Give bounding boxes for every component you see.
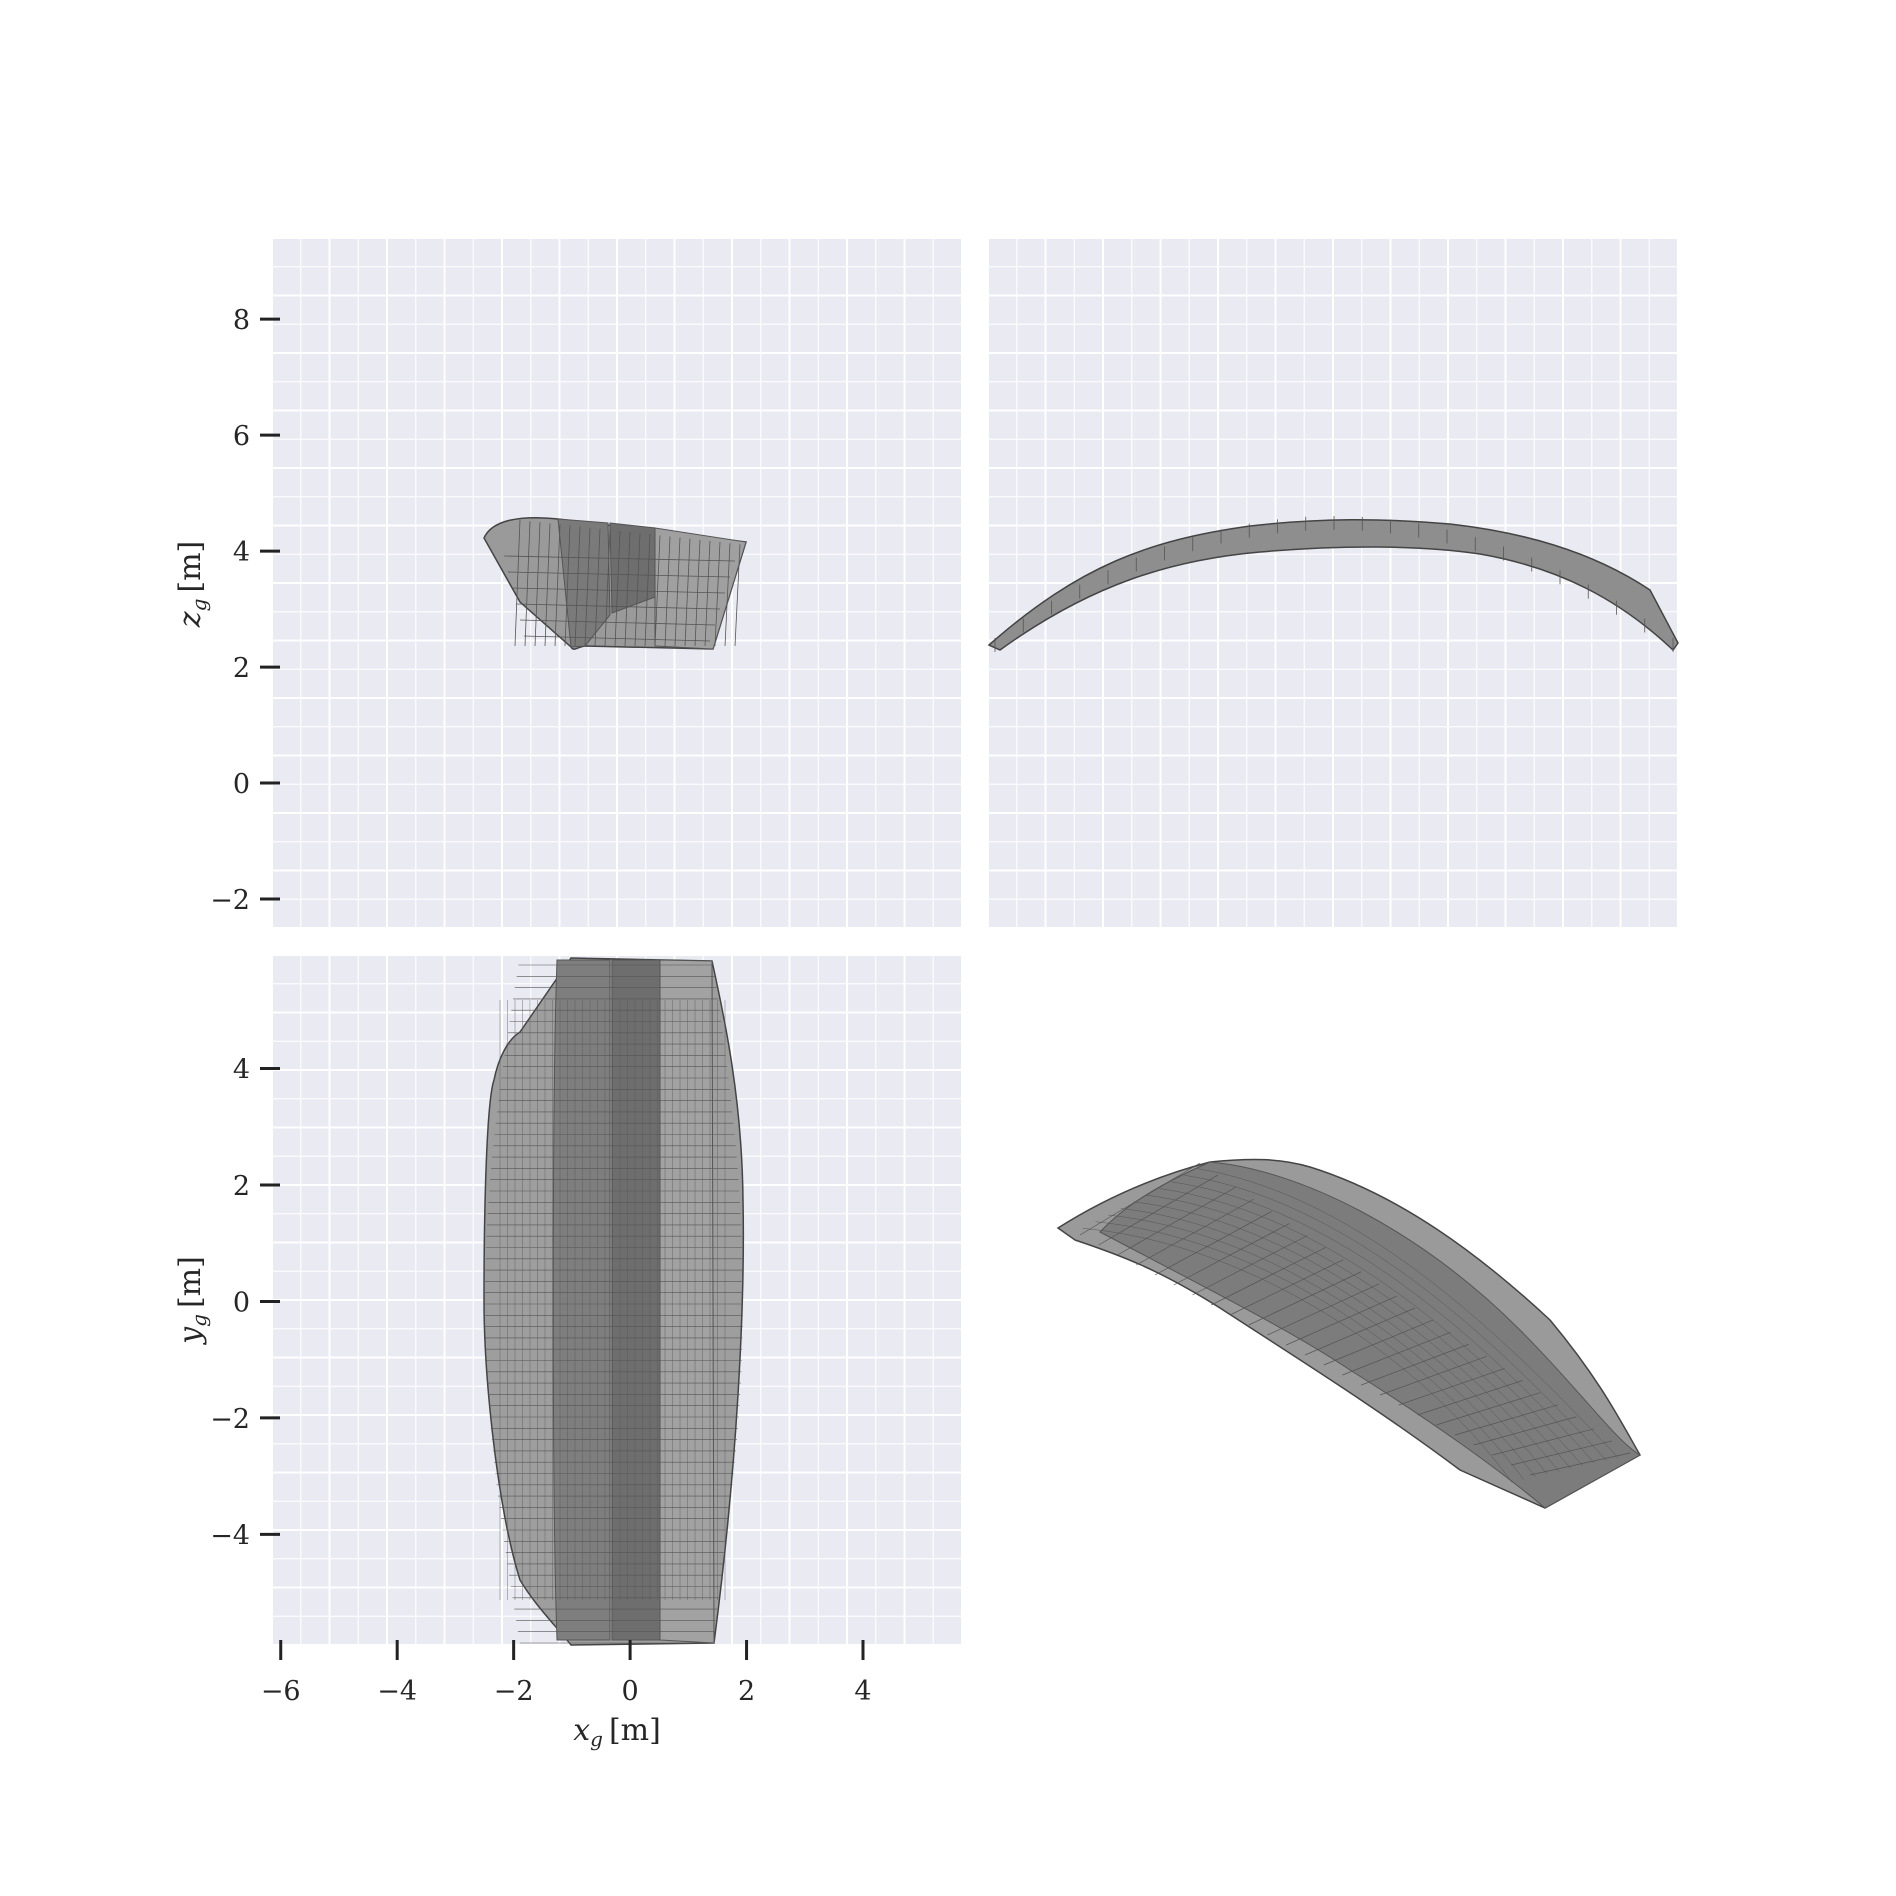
x-tick-label: −4 xyxy=(377,1676,417,1707)
front-view-wing xyxy=(483,516,747,650)
x-tick-label: 4 xyxy=(854,1676,871,1707)
y-tick-label: 4 xyxy=(233,1055,250,1086)
y-tick-label: −2 xyxy=(210,885,250,916)
y-tick-label: 2 xyxy=(233,1171,250,1202)
top-view-wing xyxy=(483,957,745,1646)
y-tick-label: 6 xyxy=(233,421,250,452)
iso-view-wing xyxy=(1056,1158,1642,1509)
y-tick-label: −2 xyxy=(210,1404,250,1435)
y-tick-label: 8 xyxy=(233,305,250,336)
y-tick-label: 4 xyxy=(233,537,250,568)
y-tick-label: 2 xyxy=(233,653,250,684)
y-tick-label: 0 xyxy=(233,1287,250,1318)
x-tick-label: 0 xyxy=(622,1676,639,1707)
top-view-x-axis: −6 −4 −2 0 2 4 xyxy=(261,1640,872,1707)
x-tick-label: −6 xyxy=(261,1676,301,1707)
y-tick-label: 0 xyxy=(233,769,250,800)
front-view-y-label: zg[m] xyxy=(173,541,211,628)
x-tick-label: −2 xyxy=(494,1676,534,1707)
front-view-y-axis: −2 0 2 4 6 8 xyxy=(210,305,280,916)
side-view-wing xyxy=(987,516,1679,652)
top-view-y-label: yg[m] xyxy=(173,1256,211,1346)
top-view-x-label: xg [m] xyxy=(573,1713,661,1751)
x-tick-label: 2 xyxy=(738,1676,755,1707)
y-tick-label: −4 xyxy=(210,1520,250,1551)
top-view-y-axis: −4 −2 0 2 4 xyxy=(210,1055,280,1551)
